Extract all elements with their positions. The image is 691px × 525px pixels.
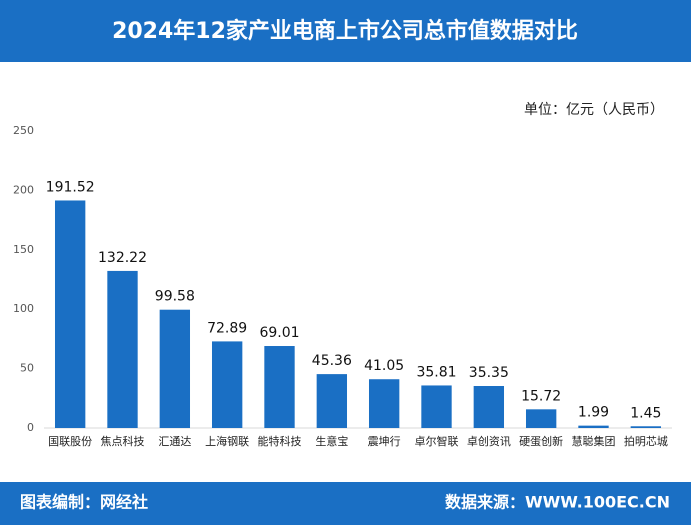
x-tick-label: 国联股份 — [48, 435, 92, 448]
y-tick-label: 200 — [13, 183, 34, 196]
bar — [264, 346, 295, 428]
title-bar — [0, 0, 691, 62]
footer-right: 数据来源：WWW.100EC.CN — [445, 493, 670, 512]
x-tick-label: 硬蛋创新 — [519, 434, 563, 448]
y-tick-label: 150 — [13, 243, 34, 256]
y-tick-label: 50 — [20, 362, 34, 375]
bar — [473, 386, 505, 428]
y-tick-label: 250 — [13, 124, 34, 137]
value-label: 41.05 — [364, 358, 404, 374]
x-tick-label: 拍明芯城 — [624, 434, 668, 448]
bar — [159, 309, 191, 428]
unit-label: 单位：亿元（人民币） — [524, 102, 664, 118]
value-label: 72.89 — [207, 320, 247, 336]
x-tick-label: 生意宝 — [315, 434, 348, 448]
bar — [421, 385, 452, 428]
y-tick-label: 0 — [27, 421, 34, 434]
bar — [368, 379, 400, 428]
bar — [525, 409, 557, 428]
value-label: 99.58 — [155, 289, 195, 305]
bar — [54, 200, 86, 428]
bar — [578, 425, 609, 428]
chart-title: 2024年12家产业电商上市公司总市值数据对比 — [112, 18, 578, 44]
x-tick-label: 卓创资讯 — [467, 435, 511, 448]
value-label: 191.52 — [46, 179, 95, 195]
x-tick-label: 卓尔智联 — [415, 434, 459, 448]
value-label: 132.22 — [98, 250, 147, 266]
bar — [316, 374, 348, 428]
value-label: 1.99 — [578, 405, 609, 421]
x-tick-label: 震坤行 — [368, 434, 401, 448]
footer-bar — [0, 482, 691, 525]
x-tick-label: 能特科技 — [258, 434, 302, 448]
x-tick-label: 上海钢联 — [205, 434, 249, 448]
x-tick-label: 汇通达 — [158, 435, 191, 448]
value-label: 1.45 — [630, 405, 661, 421]
footer-left: 图表编制：网经社 — [20, 493, 148, 512]
value-label: 35.35 — [469, 365, 509, 381]
value-label: 69.01 — [259, 325, 299, 341]
bar — [107, 270, 138, 428]
value-label: 15.72 — [521, 388, 561, 404]
x-tick-label: 焦点科技 — [101, 434, 145, 448]
value-label: 35.81 — [416, 364, 456, 380]
value-label: 45.36 — [312, 353, 352, 369]
bar — [630, 426, 662, 428]
x-tick-label: 慧聪集团 — [572, 434, 616, 448]
bar — [211, 341, 243, 428]
y-tick-label: 100 — [13, 302, 34, 315]
